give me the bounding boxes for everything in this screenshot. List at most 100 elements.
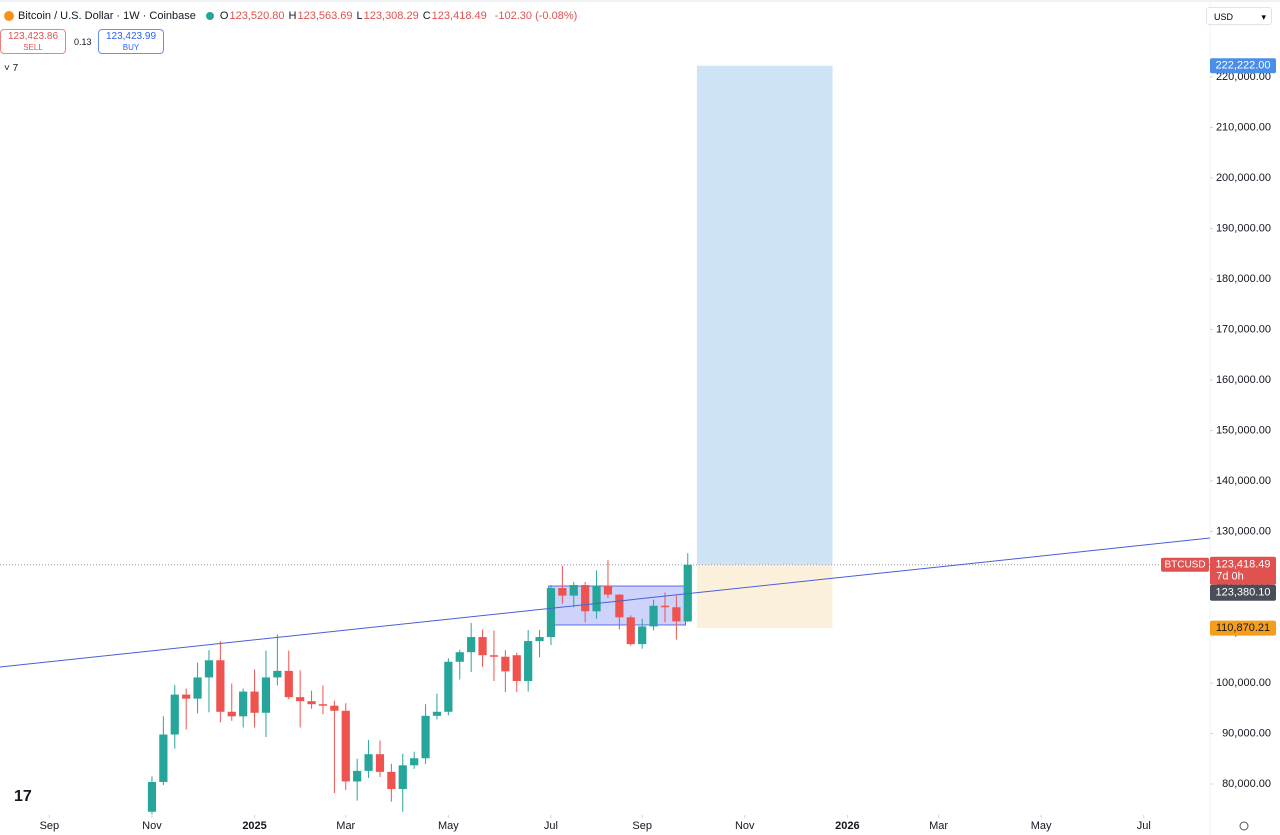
candle-body (672, 607, 681, 622)
candle-body (501, 656, 510, 672)
candle-body (250, 691, 259, 713)
candle-body (239, 691, 248, 717)
symbol-tag-bg (1161, 557, 1209, 572)
indicator-count: 7 (12, 63, 19, 74)
spread: 0.13 (74, 37, 92, 47)
ohlc-value: 123,418.49 (431, 10, 487, 22)
candle-body (284, 670, 293, 698)
x-tick-label: Sep (632, 820, 652, 832)
ohlc: O123,520.80 H123,563.69 L123,308.29 C123,41… (220, 10, 491, 22)
y-tick-label: 100,000.00 (1216, 677, 1271, 689)
currency-select[interactable]: USD ▾ (1206, 7, 1272, 25)
buy-button[interactable]: 123,423.99 BUY (98, 29, 164, 54)
y-tick-label: 130,000.00 (1216, 525, 1271, 537)
candle-body (592, 585, 601, 612)
candle-body (353, 770, 362, 782)
x-tick-label: Mar (336, 820, 355, 832)
trendline (0, 537, 1211, 668)
candle-body (193, 677, 202, 699)
header: Bitcoin / U.S. Dollar · 1W · Coinbase O1… (0, 8, 581, 24)
candle-body (660, 605, 670, 608)
y-tick-label: 160,000.00 (1216, 374, 1271, 386)
x-tick-label: Mar (929, 820, 948, 832)
ohlc-value: 123,308.29 (363, 10, 419, 22)
sell-button[interactable]: 123,423.86 SELL (0, 29, 66, 54)
symbol-tag: BTCUSD (1164, 559, 1205, 570)
candle-body (569, 585, 578, 596)
market-status (205, 12, 214, 20)
ohlc-value: 123,563.69 (297, 10, 353, 22)
candle-body (512, 655, 521, 681)
countdown: 7d 0h (1216, 571, 1244, 583)
candle-body (649, 605, 658, 627)
buy-price: 123,423.99 (105, 31, 157, 42)
candle-body (581, 585, 590, 612)
ohlc-key: C (422, 10, 431, 22)
candle-body (307, 701, 316, 705)
candle-body (626, 617, 635, 645)
second-price-bg (1210, 584, 1276, 601)
candle-body (432, 711, 442, 716)
ohlc-key: O (219, 10, 229, 22)
settings-icon[interactable] (1239, 821, 1249, 831)
x-tick-label: Nov (735, 820, 755, 832)
candle-body (398, 765, 407, 790)
stop-label: 110,870.21 (1216, 622, 1270, 634)
candle-body (387, 771, 396, 790)
ohlc-key: L (356, 10, 363, 22)
x-tick-label: 2026 (835, 820, 859, 832)
candle-body (410, 758, 419, 766)
ohlc-value: 123,520.80 (229, 10, 285, 22)
candle-body (546, 588, 556, 638)
candle-body (204, 660, 214, 678)
x-tick-label: Nov (142, 820, 162, 832)
candle-body (318, 704, 328, 706)
change: -102.30 (-0.08%) (494, 10, 578, 22)
candle-body (364, 754, 373, 771)
candle-body (375, 754, 385, 772)
symbol[interactable]: Bitcoin / U.S. Dollar · 1W · Coinbase (18, 10, 196, 22)
candle-body (603, 585, 613, 595)
last-price-bg (1210, 556, 1276, 585)
y-tick-label: 200,000.00 (1216, 172, 1271, 184)
x-tick-label: Jul (1137, 820, 1151, 832)
target-zone (696, 65, 833, 565)
x-tick-label: Sep (40, 820, 60, 832)
logo: 17 (14, 788, 32, 805)
stop-label-bg (1210, 620, 1276, 636)
y-tick-label: 220,000.00 (1216, 71, 1271, 83)
candle-body (227, 711, 236, 717)
y-tick-label: 190,000.00 (1216, 222, 1271, 234)
sell-label: SELL (23, 43, 43, 52)
candle-body (273, 670, 282, 678)
candle-body (615, 594, 624, 618)
x-tick-label: May (438, 820, 459, 832)
y-tick-label: 140,000.00 (1216, 475, 1271, 487)
sell-price: 123,423.86 (7, 31, 59, 42)
candle-body (638, 626, 647, 645)
candle-body (421, 715, 430, 759)
stop-zone (696, 564, 833, 629)
candle-body (524, 641, 533, 681)
y-tick-label: 210,000.00 (1216, 121, 1271, 133)
indicators-toggle[interactable]: ˅ 7 (4, 63, 19, 74)
candle-body (683, 564, 692, 622)
candle-body (444, 661, 453, 712)
candle-body (182, 694, 191, 699)
candle-body (159, 734, 168, 782)
candle-body (216, 660, 225, 712)
candle-body (467, 637, 476, 653)
ohlc-key: H (288, 10, 297, 22)
target-label-bg (1210, 58, 1276, 74)
x-tick-label: May (1031, 820, 1052, 832)
plot-area (0, 65, 1211, 815)
currency: USD (1214, 12, 1234, 22)
candle-body (478, 637, 487, 656)
candle-body (455, 652, 464, 662)
y-tick-label: 90,000.00 (1222, 727, 1271, 739)
last-price-label: 123,418.49 (1215, 559, 1270, 571)
candle-body (489, 655, 499, 657)
y-tick-label: 80,000.00 (1222, 778, 1271, 790)
